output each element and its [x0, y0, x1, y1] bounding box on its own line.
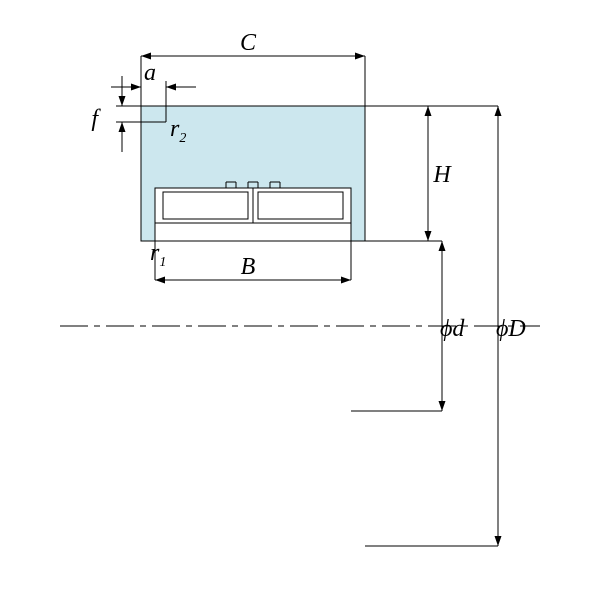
label-B: B	[241, 254, 256, 280]
label-phi-D: ϕD	[496, 316, 526, 342]
label-phi-d: ϕd	[440, 316, 465, 342]
label-C: C	[240, 30, 257, 56]
label-a: a	[144, 60, 156, 86]
label-r1: r1	[150, 240, 166, 270]
bearing-cross-section-diagram: CafHBr2r1ϕdϕD	[0, 0, 600, 600]
label-H: H	[432, 162, 452, 188]
label-f: f	[91, 106, 101, 132]
